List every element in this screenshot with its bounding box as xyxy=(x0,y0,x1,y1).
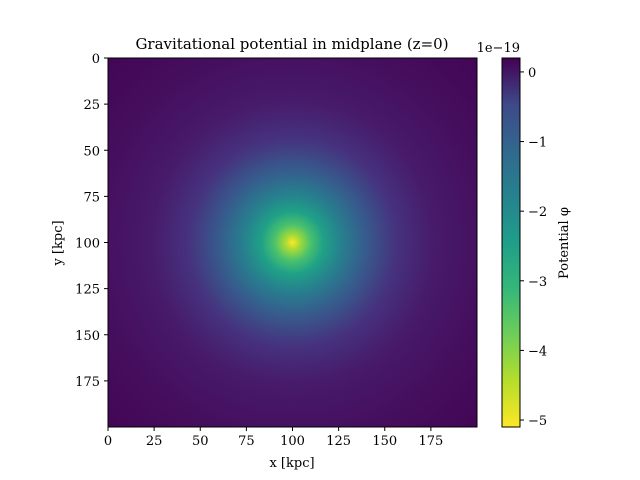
colorbar-tick-label: 0 xyxy=(528,66,536,81)
y-axis-label: y [kpc] xyxy=(51,220,66,266)
y-tick-label: 75 xyxy=(83,190,100,205)
colorbar-ticks: 0 −1 −2 −3 −4 −5 xyxy=(520,66,547,429)
x-tick-label: 175 xyxy=(418,434,443,449)
y-tick-label: 50 xyxy=(83,144,100,159)
y-tick-label: 100 xyxy=(75,237,100,252)
x-tick-label: 100 xyxy=(280,434,305,449)
colorbar-frame xyxy=(501,57,521,428)
y-tick-label: 0 xyxy=(92,52,100,67)
x-tick-label: 125 xyxy=(326,434,351,449)
heatmap-image xyxy=(108,58,477,427)
colorbar-tick-label: −3 xyxy=(528,275,547,290)
y-axis-ticks: 0 25 50 75 100 125 150 175 xyxy=(75,52,108,390)
y-tick-label: 25 xyxy=(83,98,100,113)
colorbar-label: Potential φ xyxy=(557,207,572,279)
colorbar-tick-label: −1 xyxy=(528,136,547,151)
x-axis-label: x [kpc] xyxy=(269,456,314,471)
x-tick-label: 25 xyxy=(146,434,163,449)
chart-title: Gravitational potential in midplane (z=0… xyxy=(135,35,448,53)
y-tick-label: 150 xyxy=(75,329,100,344)
y-tick-label: 125 xyxy=(75,283,100,298)
y-tick-label: 175 xyxy=(75,375,100,390)
colorbar xyxy=(502,58,520,427)
x-tick-label: 0 xyxy=(104,434,112,449)
x-tick-label: 50 xyxy=(192,434,209,449)
colorbar-offset-text: 1e−19 xyxy=(477,41,520,56)
colorbar-tick-label: −4 xyxy=(528,344,547,359)
colorbar-tick-label: −2 xyxy=(528,205,547,220)
x-axis-ticks: 0 25 50 75 100 125 150 175 xyxy=(104,427,443,449)
colorbar-tick-label: −5 xyxy=(528,414,547,429)
x-tick-label: 150 xyxy=(372,434,397,449)
x-tick-label: 75 xyxy=(238,434,255,449)
